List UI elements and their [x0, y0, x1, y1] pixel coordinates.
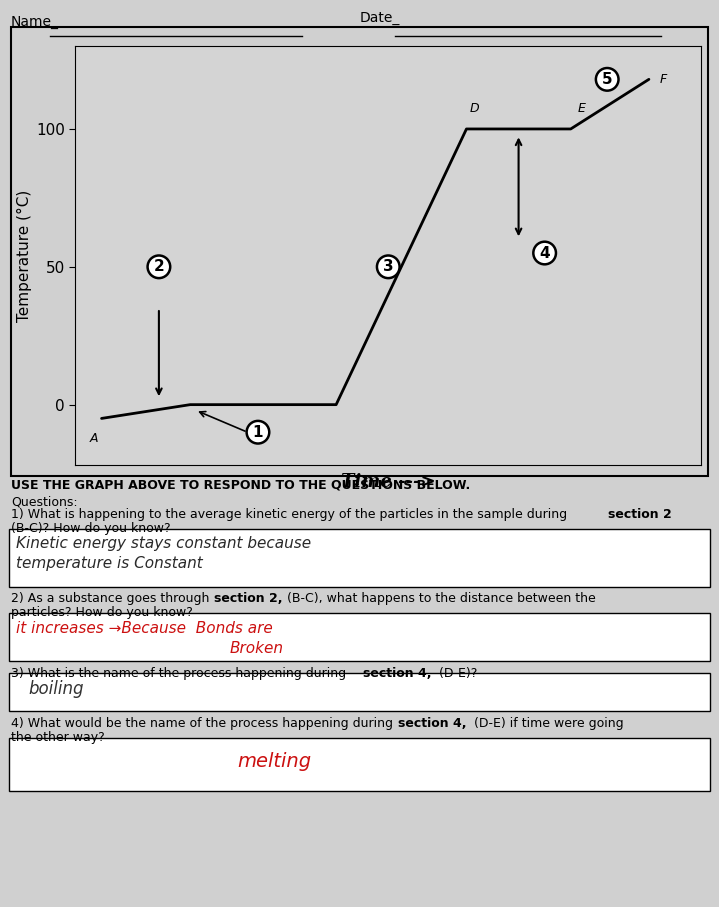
- Text: melting: melting: [237, 752, 311, 771]
- Text: 5: 5: [602, 72, 613, 87]
- Text: section 4,: section 4,: [363, 667, 431, 679]
- Text: Date_: Date_: [360, 12, 400, 25]
- Text: (D-E) if time were going: (D-E) if time were going: [470, 717, 623, 730]
- Text: 2: 2: [154, 259, 164, 274]
- Text: particles? How do you know?: particles? How do you know?: [11, 606, 193, 619]
- FancyBboxPatch shape: [9, 529, 710, 588]
- Text: Questions:: Questions:: [11, 495, 78, 509]
- Text: A: A: [89, 433, 98, 445]
- Y-axis label: Temperature (°C): Temperature (°C): [17, 190, 32, 322]
- Text: E: E: [577, 102, 585, 115]
- Text: USE THE GRAPH ABOVE TO RESPOND TO THE QUESTIONS BELOW.: USE THE GRAPH ABOVE TO RESPOND TO THE QU…: [11, 478, 470, 492]
- Text: section 2: section 2: [608, 509, 672, 522]
- Text: Time --->: Time --->: [341, 473, 436, 492]
- Text: 4: 4: [539, 246, 550, 260]
- Text: 3) What is the name of the process happening during: 3) What is the name of the process happe…: [11, 667, 350, 679]
- Text: F: F: [659, 73, 667, 86]
- Text: Kinetic energy stays constant because: Kinetic energy stays constant because: [16, 536, 311, 551]
- Text: Name_: Name_: [11, 15, 59, 28]
- Text: 1: 1: [252, 424, 263, 440]
- Text: section 2,: section 2,: [214, 592, 283, 606]
- Text: the other way?: the other way?: [11, 731, 104, 745]
- Text: 4) What would be the name of the process happening during: 4) What would be the name of the process…: [11, 717, 397, 730]
- Text: 1) What is happening to the average kinetic energy of the particles in the sampl: 1) What is happening to the average kine…: [11, 509, 571, 522]
- FancyBboxPatch shape: [9, 613, 710, 660]
- Text: it increases →Because  Bonds are: it increases →Because Bonds are: [16, 620, 273, 636]
- FancyBboxPatch shape: [9, 738, 710, 791]
- Text: Broken: Broken: [230, 640, 284, 656]
- Text: D: D: [470, 102, 479, 115]
- Text: temperature is Constant: temperature is Constant: [16, 556, 203, 571]
- Text: (D-E)?: (D-E)?: [435, 667, 477, 679]
- Text: section 4,: section 4,: [398, 717, 466, 730]
- Text: 2) As a substance goes through: 2) As a substance goes through: [11, 592, 213, 606]
- Text: boiling: boiling: [29, 679, 84, 697]
- FancyBboxPatch shape: [9, 673, 710, 711]
- Text: 3: 3: [383, 259, 393, 274]
- Text: (B-C)? How do you know?: (B-C)? How do you know?: [11, 522, 170, 535]
- Text: (B-C), what happens to the distance between the: (B-C), what happens to the distance betw…: [283, 592, 595, 606]
